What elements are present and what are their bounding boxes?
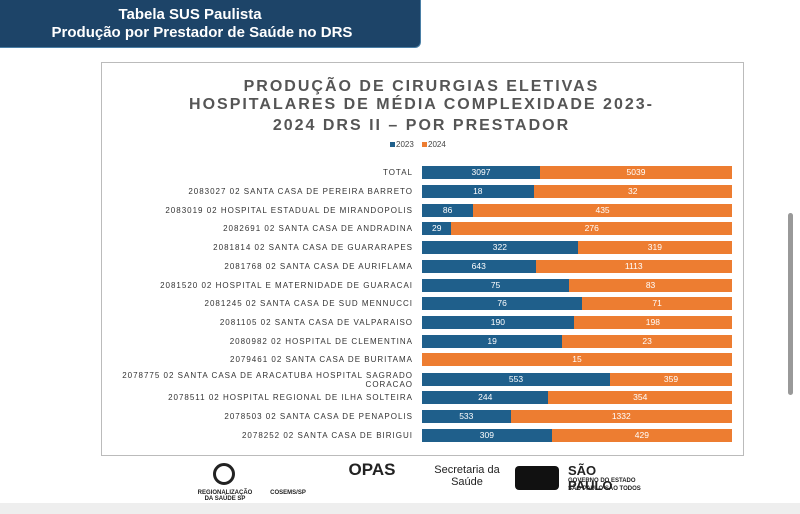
value-label: 86 — [442, 205, 453, 215]
bar-segment — [569, 279, 732, 292]
value-label: 75 — [490, 280, 501, 290]
value-label: 18 — [473, 186, 483, 196]
logo-icon — [213, 463, 235, 485]
value-label: 322 — [492, 242, 507, 252]
category-label: 2081768 02 SANTA CASA DE AURIFLAMA — [224, 262, 413, 271]
value-label: 83 — [645, 280, 656, 290]
bar-segment — [422, 260, 536, 273]
legend-label: 2024 — [428, 140, 446, 149]
bar-segment — [540, 166, 732, 179]
value-label: 643 — [471, 261, 486, 271]
value-label: 3097 — [471, 167, 491, 177]
category-label: 2080982 02 HOSPITAL DE CLEMENTINA — [229, 337, 413, 346]
bar-segment — [422, 353, 732, 366]
bar-segment — [562, 335, 732, 348]
bar-segment — [422, 279, 570, 292]
value-label: 319 — [647, 242, 662, 252]
category-label: 2078775 02 SANTA CASA DE ARACATUBA HOSPI… — [122, 371, 413, 389]
category-label: TOTAL — [382, 168, 413, 177]
bar-segment — [548, 391, 732, 404]
value-label: 32 — [628, 186, 638, 196]
value-label: 533 — [459, 411, 474, 421]
bar-segment — [422, 297, 583, 310]
category-label: 2079461 02 SANTA CASA DE BURITAMA — [230, 355, 413, 364]
value-label: 15 — [572, 354, 582, 364]
value-label: 76 — [497, 298, 507, 308]
bar-segment — [422, 204, 474, 217]
header-subtitle: Produção por Prestador de Saúde no DRS — [51, 24, 353, 41]
bar-segment — [422, 391, 549, 404]
bar-segment — [451, 222, 732, 235]
value-label: 276 — [584, 223, 599, 233]
value-label: 429 — [634, 430, 649, 440]
value-label: 244 — [478, 392, 493, 402]
scrollbar[interactable] — [788, 213, 793, 395]
value-label: 359 — [663, 374, 679, 384]
bar-segment — [422, 241, 578, 254]
bar-segment — [422, 166, 540, 179]
bar-segment — [577, 241, 732, 254]
bar-segment — [422, 373, 610, 386]
value-label: 435 — [595, 205, 610, 215]
value-label: 29 — [432, 223, 442, 233]
bar-segment — [422, 316, 574, 329]
value-label: 23 — [642, 336, 652, 346]
value-label: 354 — [633, 392, 648, 402]
bar-segment — [533, 185, 732, 198]
category-label: 2081105 02 SANTA CASA DE VALPARAISO — [219, 318, 413, 327]
logo-text: SÃO PAULO — [568, 463, 613, 493]
logo-icon — [515, 466, 559, 490]
category-label: 2082691 02 SANTA CASA DE ANDRADINA — [223, 224, 413, 233]
bar-segment — [422, 222, 452, 235]
value-label: 71 — [652, 298, 662, 308]
bottom-bar — [0, 503, 800, 514]
logo-text: COSEMS/SP — [270, 490, 306, 496]
value-label: 553 — [508, 374, 524, 384]
value-label: 1113 — [624, 261, 643, 271]
category-label: 2078503 02 SANTA CASA DE PENAPOLIS — [224, 412, 413, 421]
value-label: 190 — [490, 317, 505, 327]
logo-text: OPAS — [348, 460, 396, 479]
chart-title: HOSPITALARES DE MÉDIA COMPLEXIDADE 2023- — [189, 96, 654, 113]
bar-segment — [573, 316, 732, 329]
category-label: 2083027 02 SANTA CASA DE PEREIRA BARRETO — [188, 187, 413, 196]
value-label: 19 — [487, 336, 497, 346]
value-label: 5039 — [626, 167, 646, 177]
logo-text: GOVERNO DO ESTADO — [568, 478, 636, 484]
category-label: 2078252 02 SANTA CASA DE BIRIGUI — [241, 431, 413, 440]
chart-title: 2024 DRS II – POR PRESTADOR — [272, 117, 571, 134]
bar-segment — [422, 185, 534, 198]
bar-segment — [473, 204, 732, 217]
bar-segment — [422, 410, 511, 423]
bar-segment — [510, 410, 732, 423]
category-label: 2078511 02 HOSPITAL REGIONAL DE ILHA SOL… — [168, 393, 413, 402]
value-label: 1332 — [611, 411, 631, 421]
logo-text: SÃO PAULO SÃO TODOS — [568, 486, 641, 492]
chart-title: PRODUÇÃO DE CIRURGIAS ELETIVAS — [243, 78, 600, 95]
legend-swatch — [390, 142, 395, 147]
logo-text: REGIONALIZAÇÃO DA SAÚDE SP — [197, 490, 253, 502]
value-label: 309 — [479, 430, 494, 440]
bar-segment — [609, 373, 732, 386]
bar-segment — [422, 429, 552, 442]
logo-text: Secretaria da Saúde — [434, 464, 500, 488]
bar-segment — [582, 297, 732, 310]
category-label: 2081814 02 SANTA CASA DE GUARARAPES — [213, 243, 413, 252]
bar-segment — [422, 335, 563, 348]
header-title: Tabela SUS Paulista — [118, 6, 262, 23]
bar-segment — [551, 429, 732, 442]
chart-frame — [101, 62, 744, 456]
header-tab: Tabela SUS Paulista Produção por Prestad… — [0, 0, 421, 48]
value-label: 198 — [645, 317, 660, 327]
legend-swatch — [422, 142, 427, 147]
bar-segment — [535, 260, 732, 273]
category-label: 2081520 02 HOSPITAL E MATERNIDADE DE GUA… — [160, 281, 413, 290]
category-label: 2083019 02 HOSPITAL ESTADUAL DE MIRANDOP… — [165, 206, 413, 215]
legend-label: 2023 — [396, 140, 414, 149]
category-label: 2081245 02 SANTA CASA DE SUD MENNUCCI — [204, 299, 413, 308]
